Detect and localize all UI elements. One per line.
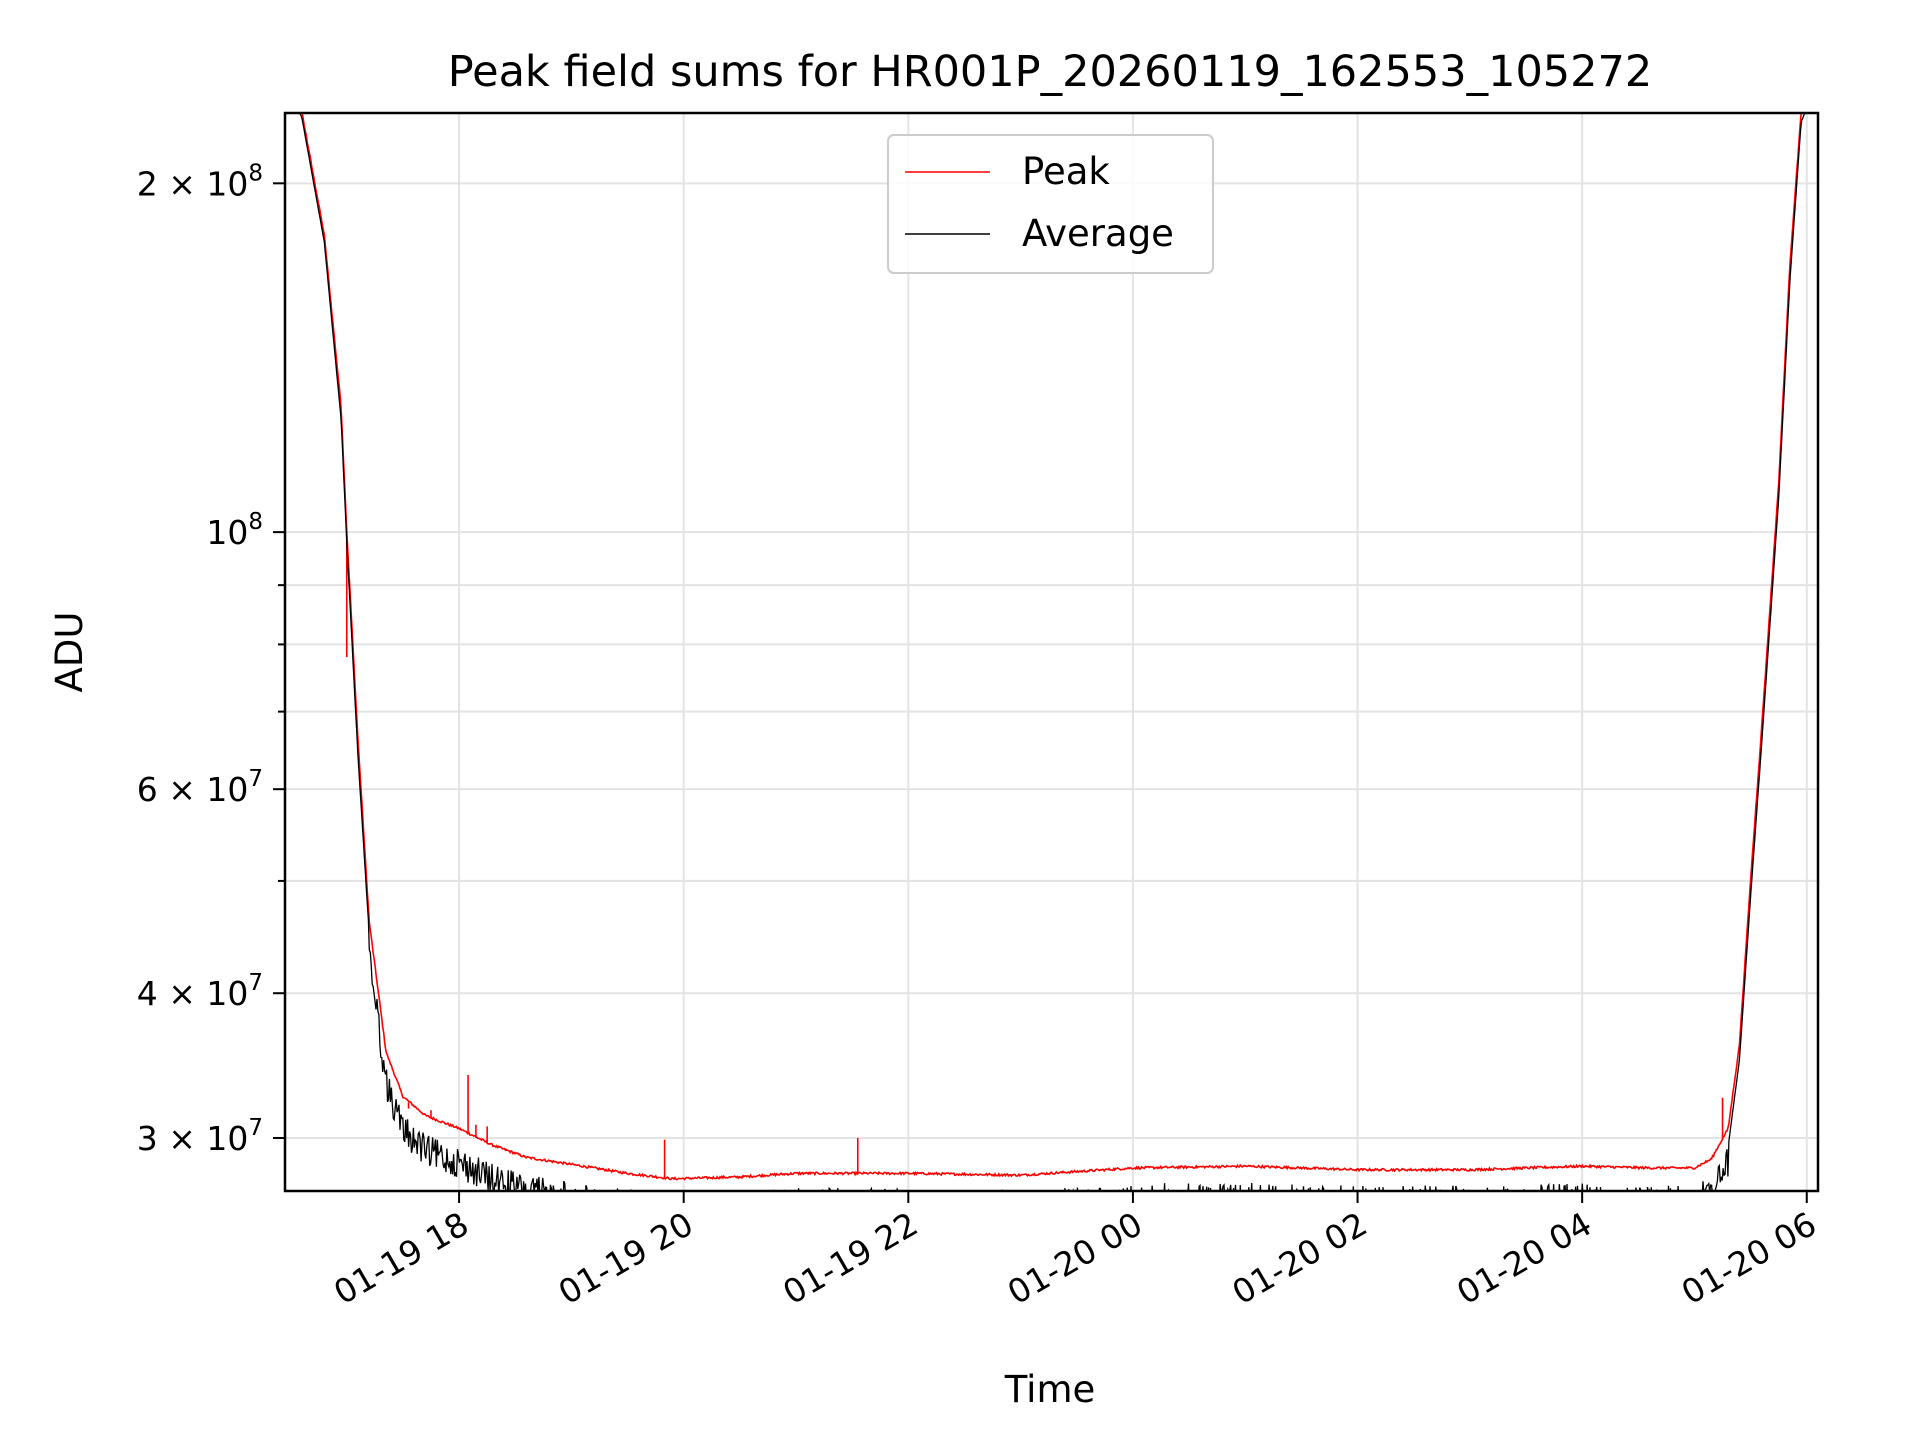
y-tick-label: 3 × 107 [137, 1115, 263, 1158]
y-tick-label: 2 × 108 [137, 160, 263, 203]
legend-label-average: Average [1022, 212, 1174, 255]
series-line-peak [301, 113, 1803, 1181]
legend-box [887, 134, 1214, 274]
x-axis-label: Time [1004, 1368, 1096, 1411]
legend: Peak Average [887, 134, 1214, 274]
y-tick-label: 6 × 107 [137, 766, 263, 809]
plot-frame [283, 111, 1820, 1193]
y-tick-label: 4 × 107 [137, 970, 263, 1013]
series-layer [299, 113, 1806, 1191]
y-axis-label: ADU [48, 612, 91, 693]
legend-label-peak: Peak [1022, 150, 1110, 193]
y-tick-label: 108 [206, 509, 263, 552]
plot-area [285, 113, 1818, 1191]
chart-title: Peak field sums for HR001P_20260119_1625… [448, 47, 1653, 97]
grid-layer [285, 113, 1818, 1191]
